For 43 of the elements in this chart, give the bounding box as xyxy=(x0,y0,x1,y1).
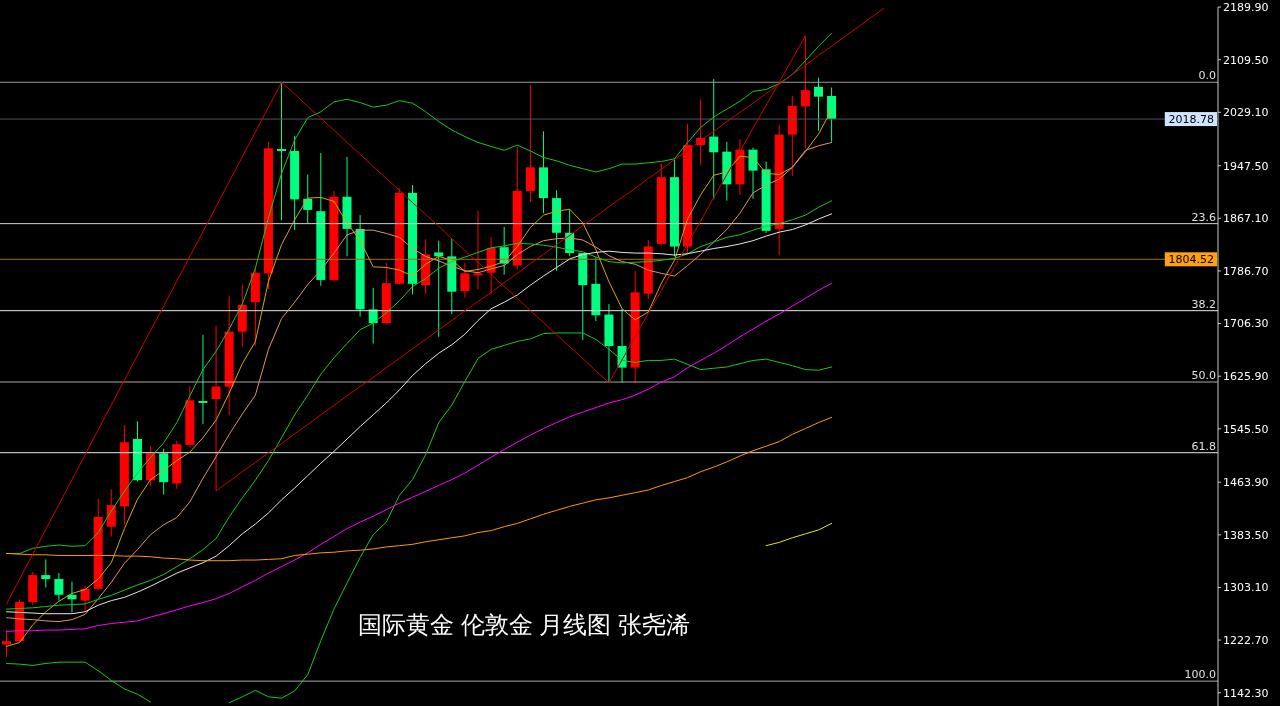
y-tick-label: 1383.50 xyxy=(1223,528,1269,542)
candlestick xyxy=(198,334,208,425)
y-tick-label: 1142.30 xyxy=(1223,686,1269,700)
y-tick-label: 2109.50 xyxy=(1223,53,1269,67)
candlestick xyxy=(748,147,758,200)
candlestick xyxy=(814,77,823,132)
y-tick-label: 1706.30 xyxy=(1223,317,1269,331)
y-tick-label: 1867.10 xyxy=(1223,212,1269,226)
candlestick xyxy=(800,35,810,149)
annotation: 0.0 xyxy=(1198,69,1216,83)
candlestick xyxy=(473,210,483,290)
line-series xyxy=(215,7,885,492)
candlestick xyxy=(277,81,287,221)
annotation: 50.0 xyxy=(1191,369,1216,383)
candlestick xyxy=(80,585,90,613)
ref-line-label: 2018.78 xyxy=(1168,113,1214,127)
annotation: 38.2 xyxy=(1191,297,1216,311)
candlestick xyxy=(106,488,116,537)
candlestick xyxy=(460,262,470,299)
candlestick xyxy=(709,78,719,200)
y-tick-label: 1947.50 xyxy=(1223,159,1269,173)
line-series xyxy=(6,416,833,562)
y-tick-label: 1222.70 xyxy=(1223,634,1269,647)
annotation: 100.0 xyxy=(1184,668,1216,682)
candlestick xyxy=(41,558,51,589)
y-tick-label: 1545.50 xyxy=(1223,422,1269,436)
annotation: 61.8 xyxy=(1191,439,1216,453)
y-tick-label: 2029.10 xyxy=(1223,106,1269,120)
candlestick xyxy=(434,240,444,338)
ref-line-label: 1804.52 xyxy=(1168,253,1214,267)
candlestick xyxy=(211,325,221,492)
candlestick xyxy=(54,572,64,602)
line-series xyxy=(765,522,833,547)
y-tick-label: 1625.90 xyxy=(1223,370,1269,384)
y-tick-label: 1303.10 xyxy=(1223,581,1269,595)
y-tick-label: 1463.90 xyxy=(1223,476,1269,490)
y-tick-label: 2189.90 xyxy=(1223,0,1269,14)
y-tick-label: 1786.70 xyxy=(1223,264,1269,278)
candlestick xyxy=(525,84,535,203)
candlestick xyxy=(2,630,11,658)
annotation: 23.6 xyxy=(1191,210,1216,224)
text: 国际黄金 伦敦金 月线图 张尧浠 xyxy=(358,610,691,640)
candlestick xyxy=(827,87,837,143)
